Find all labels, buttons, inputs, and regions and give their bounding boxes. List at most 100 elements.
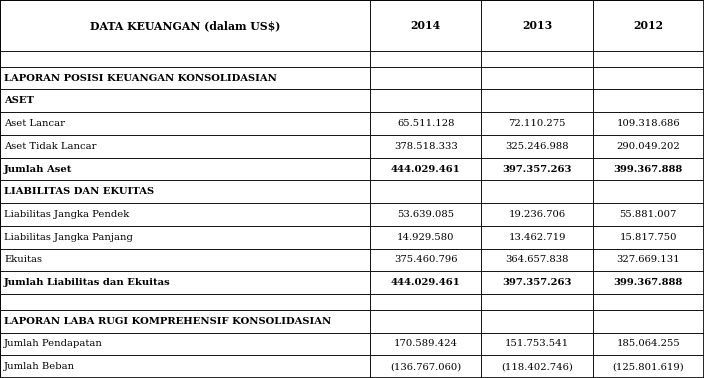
Text: Aset Tidak Lancar: Aset Tidak Lancar <box>4 142 96 151</box>
Bar <box>0 226 370 249</box>
Text: Liabilitas Jangka Pendek: Liabilitas Jangka Pendek <box>4 210 130 219</box>
Bar <box>370 51 482 67</box>
Text: 65.511.128: 65.511.128 <box>397 119 454 128</box>
Text: LAPORAN POSISI KEUANGAN KONSOLIDASIAN: LAPORAN POSISI KEUANGAN KONSOLIDASIAN <box>4 74 277 83</box>
Text: Jumlah Aset: Jumlah Aset <box>4 164 73 174</box>
Bar <box>0 249 370 271</box>
Text: 55.881.007: 55.881.007 <box>620 210 677 219</box>
Bar <box>370 310 482 333</box>
Text: 170.589.424: 170.589.424 <box>394 339 458 349</box>
Bar <box>0 90 370 112</box>
Bar <box>593 271 704 294</box>
Bar <box>370 249 482 271</box>
Text: 2012: 2012 <box>634 20 663 31</box>
Text: LIABILITAS DAN EKUITAS: LIABILITAS DAN EKUITAS <box>4 187 154 196</box>
Bar <box>593 0 704 51</box>
Bar <box>0 355 370 378</box>
Text: Ekuitas: Ekuitas <box>4 256 42 265</box>
Text: 364.657.838: 364.657.838 <box>505 256 569 265</box>
Bar <box>482 90 593 112</box>
Bar <box>593 310 704 333</box>
Bar <box>482 310 593 333</box>
Bar <box>0 67 370 90</box>
Text: DATA KEUANGAN (dalam US$): DATA KEUANGAN (dalam US$) <box>90 20 280 31</box>
Text: 13.462.719: 13.462.719 <box>508 233 566 242</box>
Bar <box>593 249 704 271</box>
Text: 185.064.255: 185.064.255 <box>617 339 680 349</box>
Text: 19.236.706: 19.236.706 <box>508 210 565 219</box>
Text: 378.518.333: 378.518.333 <box>394 142 458 151</box>
Bar <box>593 333 704 355</box>
Bar <box>0 310 370 333</box>
Bar <box>370 271 482 294</box>
Bar <box>482 0 593 51</box>
Text: (118.402.746): (118.402.746) <box>501 362 573 371</box>
Bar <box>370 135 482 158</box>
Bar <box>593 67 704 90</box>
Text: 15.817.750: 15.817.750 <box>620 233 677 242</box>
Text: 109.318.686: 109.318.686 <box>617 119 680 128</box>
Bar <box>482 135 593 158</box>
Text: 14.929.580: 14.929.580 <box>397 233 454 242</box>
Bar <box>482 355 593 378</box>
Bar <box>370 294 482 310</box>
Bar <box>370 0 482 51</box>
Bar <box>482 249 593 271</box>
Text: Jumlah Pendapatan: Jumlah Pendapatan <box>4 339 103 349</box>
Bar <box>482 226 593 249</box>
Text: 53.639.085: 53.639.085 <box>397 210 454 219</box>
Text: Jumlah Beban: Jumlah Beban <box>4 362 75 371</box>
Text: 397.357.263: 397.357.263 <box>502 164 572 174</box>
Text: LAPORAN LABA RUGI KOMPREHENSIF KONSOLIDASIAN: LAPORAN LABA RUGI KOMPREHENSIF KONSOLIDA… <box>4 317 332 326</box>
Text: 2014: 2014 <box>410 20 441 31</box>
Bar <box>370 112 482 135</box>
Bar <box>482 51 593 67</box>
Bar <box>482 333 593 355</box>
Text: 444.029.461: 444.029.461 <box>391 278 460 287</box>
Text: (125.801.619): (125.801.619) <box>612 362 684 371</box>
Text: 399.367.888: 399.367.888 <box>614 164 683 174</box>
Bar <box>370 226 482 249</box>
Bar <box>593 355 704 378</box>
Text: 72.110.275: 72.110.275 <box>508 119 566 128</box>
Bar <box>370 203 482 226</box>
Bar <box>0 294 370 310</box>
Text: 444.029.461: 444.029.461 <box>391 164 460 174</box>
Bar <box>0 333 370 355</box>
Text: 151.753.541: 151.753.541 <box>505 339 569 349</box>
Bar <box>482 158 593 180</box>
Text: 325.246.988: 325.246.988 <box>505 142 569 151</box>
Bar <box>0 180 370 203</box>
Bar <box>0 203 370 226</box>
Bar <box>370 158 482 180</box>
Text: 375.460.796: 375.460.796 <box>394 256 458 265</box>
Bar <box>593 203 704 226</box>
Text: Jumlah Liabilitas dan Ekuitas: Jumlah Liabilitas dan Ekuitas <box>4 278 171 287</box>
Bar <box>593 135 704 158</box>
Bar <box>482 112 593 135</box>
Bar <box>0 135 370 158</box>
Bar <box>482 203 593 226</box>
Text: ASET: ASET <box>4 96 34 105</box>
Bar <box>0 51 370 67</box>
Text: 290.049.202: 290.049.202 <box>617 142 680 151</box>
Bar <box>370 67 482 90</box>
Text: 327.669.131: 327.669.131 <box>617 256 680 265</box>
Text: 397.357.263: 397.357.263 <box>502 278 572 287</box>
Bar <box>593 90 704 112</box>
Bar <box>0 0 370 51</box>
Bar <box>370 355 482 378</box>
Bar <box>370 180 482 203</box>
Bar <box>593 180 704 203</box>
Text: 2013: 2013 <box>522 20 552 31</box>
Bar <box>0 271 370 294</box>
Bar <box>0 158 370 180</box>
Text: (136.767.060): (136.767.060) <box>390 362 461 371</box>
Bar <box>370 90 482 112</box>
Text: 399.367.888: 399.367.888 <box>614 278 683 287</box>
Bar <box>370 333 482 355</box>
Text: Aset Lancar: Aset Lancar <box>4 119 65 128</box>
Bar <box>482 67 593 90</box>
Bar <box>593 51 704 67</box>
Bar <box>482 271 593 294</box>
